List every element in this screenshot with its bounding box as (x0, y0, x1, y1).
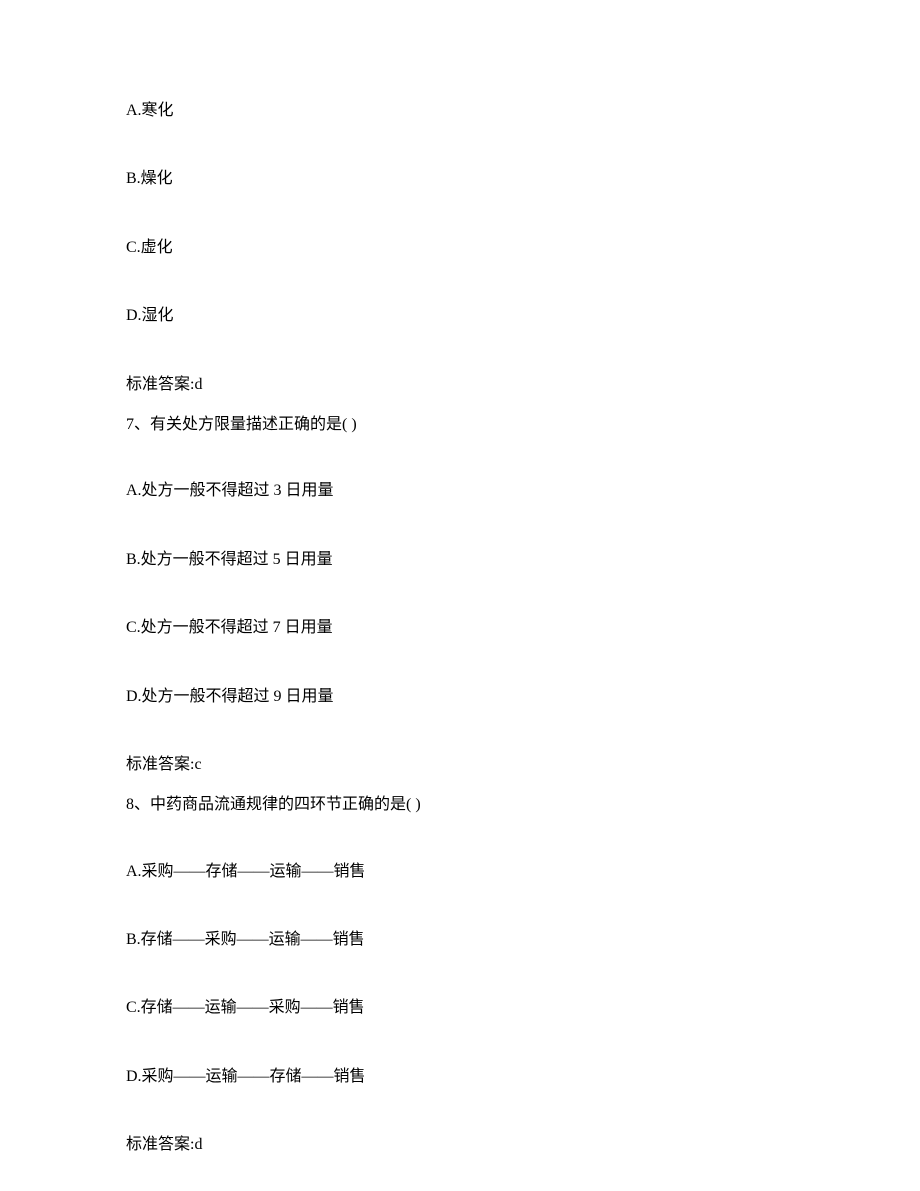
q6-option-d: D.湿化 (126, 305, 794, 327)
q6-answer: 标准答案:d (126, 374, 794, 396)
q7-option-d: D.处方一般不得超过 9 日用量 (126, 686, 794, 708)
q7-question: 7、有关处方限量描述正确的是( ) (126, 414, 794, 436)
q6-option-b: B.燥化 (126, 168, 794, 190)
q7-option-c: C.处方一般不得超过 7 日用量 (126, 617, 794, 639)
q8-option-c: C.存储——运输——采购——销售 (126, 997, 794, 1019)
q7-answer: 标准答案:c (126, 754, 794, 776)
q8-answer: 标准答案:d (126, 1134, 794, 1156)
q8-option-a: A.采购——存储——运输——销售 (126, 861, 794, 883)
q6-option-c: C.虚化 (126, 237, 794, 259)
q7-option-b: B.处方一般不得超过 5 日用量 (126, 549, 794, 571)
q8-option-d: D.采购——运输——存储——销售 (126, 1066, 794, 1088)
q8-question: 8、中药商品流通规律的四环节正确的是( ) (126, 794, 794, 816)
q7-option-a: A.处方一般不得超过 3 日用量 (126, 480, 794, 502)
q6-option-a: A.寒化 (126, 100, 794, 122)
q8-option-b: B.存储——采购——运输——销售 (126, 929, 794, 951)
